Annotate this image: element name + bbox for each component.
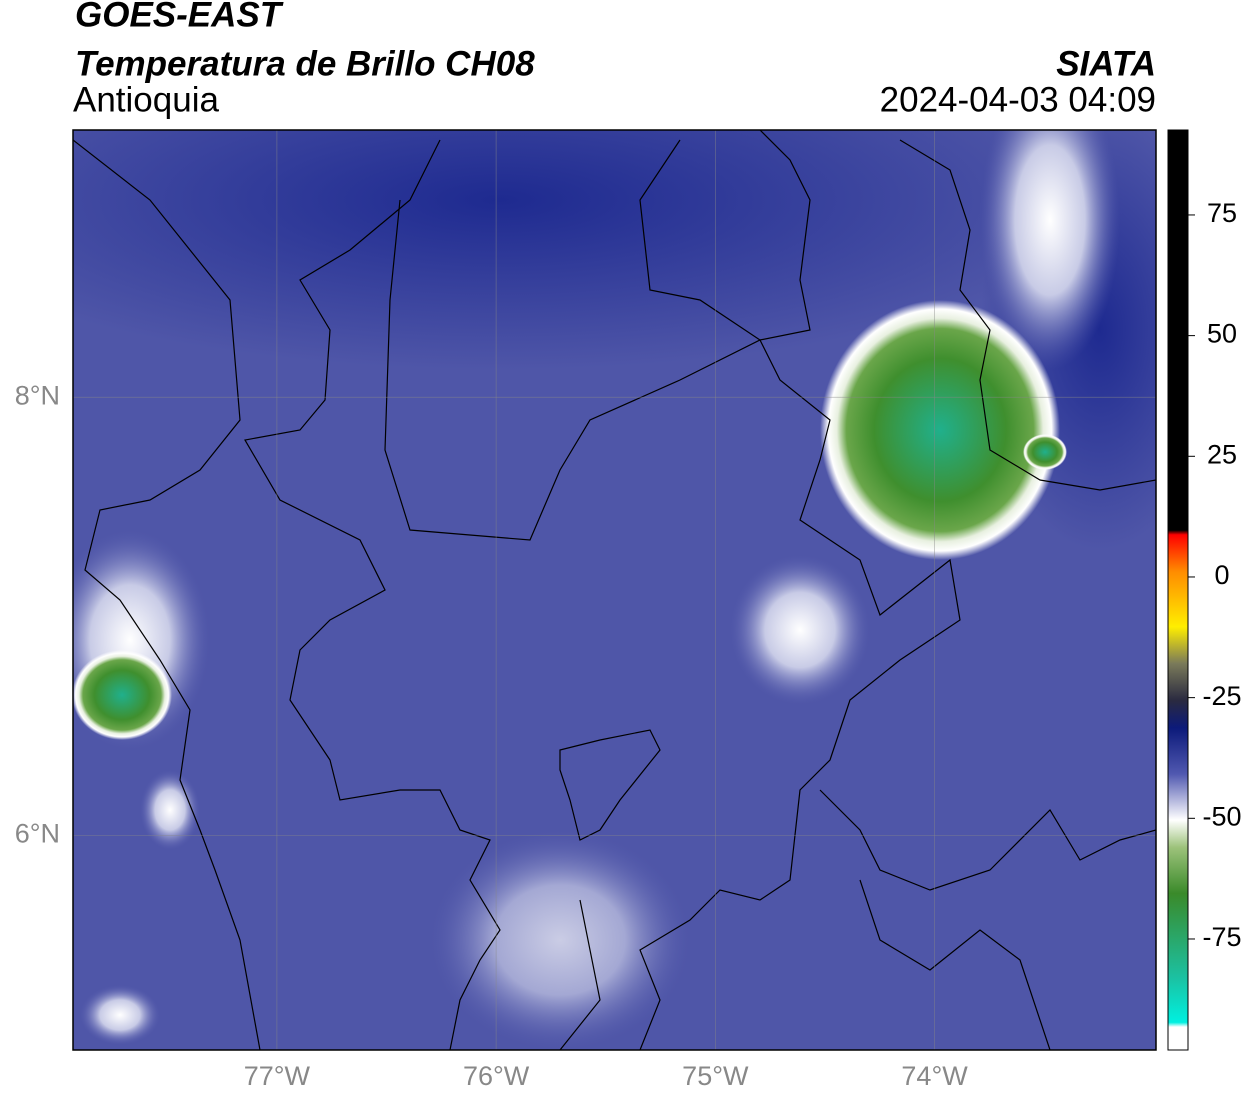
colorbar	[1167, 129, 1189, 1051]
graticule	[73, 130, 1156, 1050]
colorbar-tick-label: 50	[1207, 319, 1237, 349]
x-tick-label: 76°W	[463, 1061, 530, 1091]
cloud	[730, 555, 870, 705]
source: SIATA	[1056, 44, 1156, 83]
colorbar-tick-label: 25	[1207, 439, 1237, 469]
colorbar-tick-label: -50	[1202, 801, 1241, 831]
map-frame	[72, 129, 1157, 1051]
subtitle: Temperatura de Brillo CH08	[75, 44, 535, 83]
y-tick-label: 8°N	[15, 380, 60, 410]
convective-cloud	[820, 300, 1060, 560]
datetime: 2024-04-03 04:09	[880, 80, 1156, 119]
convective-cloud	[73, 650, 172, 740]
colorbar-ticks: 75 50 25 0 -25 -50 -75	[1188, 198, 1242, 952]
colorbar-tick-label: -75	[1202, 922, 1241, 952]
y-tick-label: 6°N	[15, 818, 60, 848]
x-tick-label: 74°W	[901, 1061, 968, 1091]
region: Antioquia	[73, 80, 219, 119]
colorbar-tick-label: -25	[1202, 681, 1241, 711]
colorbar-tick-label: 0	[1214, 560, 1229, 590]
convective-cloud	[1023, 434, 1067, 470]
cloud	[980, 130, 1120, 370]
cold-band	[73, 130, 1100, 370]
colorbar-tick-label: 75	[1207, 198, 1237, 228]
cloud	[140, 770, 200, 850]
title: GOES-EAST	[75, 0, 284, 34]
x-tick-label: 75°W	[682, 1061, 749, 1091]
map	[73, 130, 1156, 1050]
cloud	[80, 985, 160, 1045]
x-tick-label: 77°W	[244, 1061, 311, 1091]
cloud	[430, 830, 690, 1050]
